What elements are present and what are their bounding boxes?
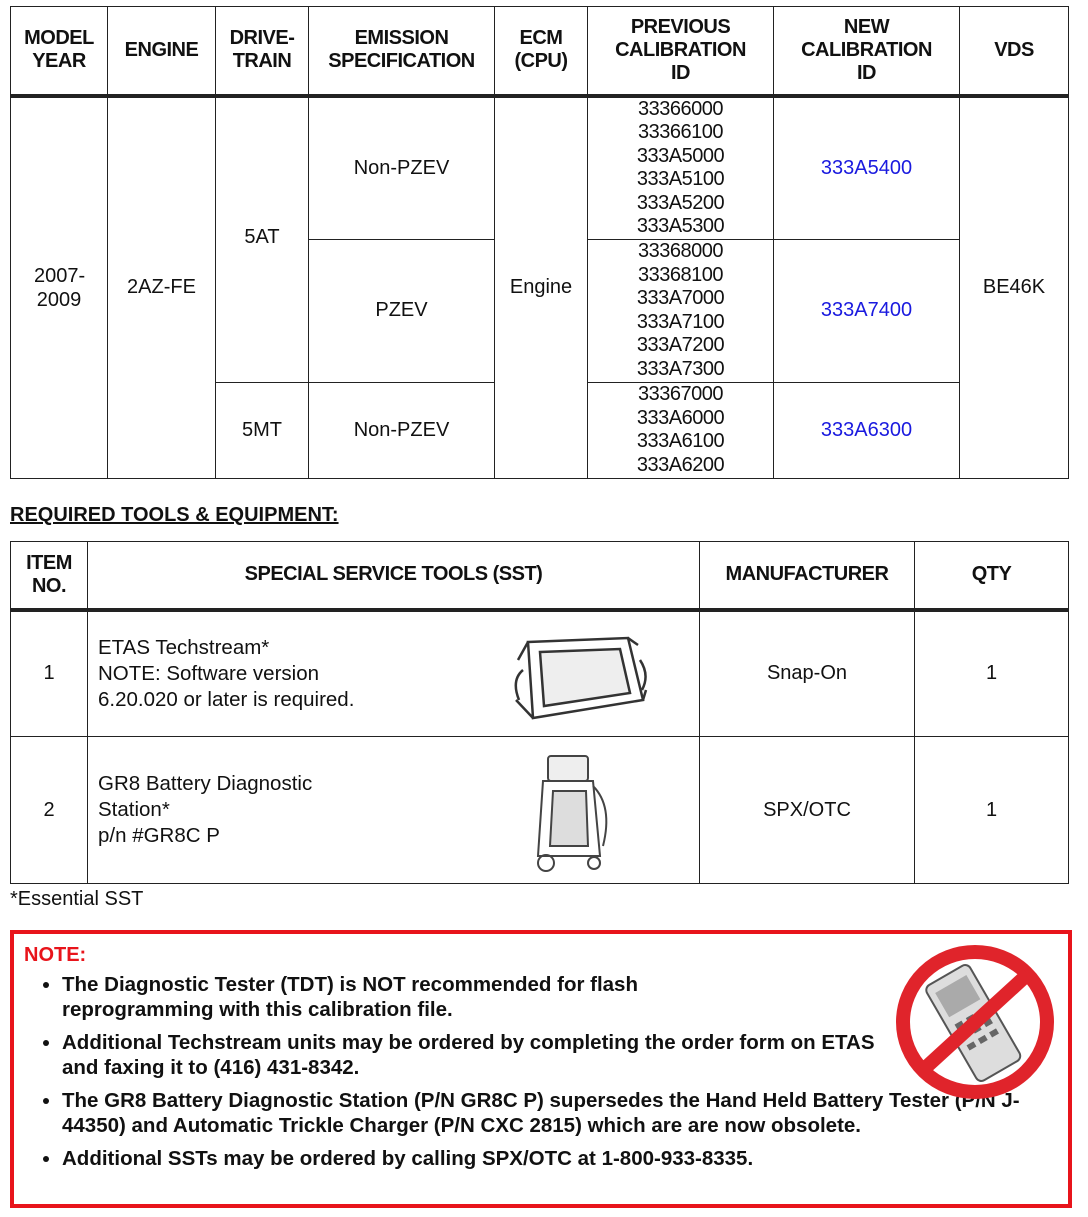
tools-table: ITEM NO. SPECIAL SERVICE TOOLS (SST) MAN… xyxy=(10,541,1069,884)
header-manufacturer: MANUFACTURER xyxy=(699,541,915,612)
table-row: 2 GR8 Battery Diagnostic Station* p/n #G… xyxy=(10,736,1069,884)
header-ecm: ECM (CPU) xyxy=(494,6,588,98)
header-new-id: NEW CALIBRATION ID xyxy=(773,6,960,98)
emission-cell: PZEV xyxy=(308,239,495,383)
header-qty: QTY xyxy=(914,541,1069,612)
tool-line: GR8 Battery Diagnostic xyxy=(98,772,313,795)
drivetrain-cell: 5MT xyxy=(215,381,309,479)
drivetrain-cell: 5AT xyxy=(215,95,309,383)
header-emission: EMISSION SPECIFICATION xyxy=(308,6,495,98)
table-row: 1 ETAS Techstream* NOTE: Software versio… xyxy=(10,609,1069,737)
ecm-cell: Engine xyxy=(494,95,588,479)
header-model-year: MODEL YEAR xyxy=(10,6,108,98)
previous-id-cell: 33368000 33368100 333A7000 333A7100 333A… xyxy=(587,239,774,383)
tool-line: 6.20.020 or later is required. xyxy=(98,687,355,711)
tools-heading: REQUIRED TOOLS & EQUIPMENT: xyxy=(10,504,339,526)
item-no: 1 xyxy=(10,609,88,737)
model-year-cell: 2007-2009 xyxy=(10,95,108,479)
header-item-no: ITEM NO. xyxy=(10,541,88,612)
header-sst: SPECIAL SERVICE TOOLS (SST) xyxy=(87,541,700,612)
new-id-cell: 333A7400 xyxy=(773,239,960,383)
note-title: NOTE: xyxy=(24,944,87,966)
previous-id-cell: 33366000 33366100 333A5000 333A5100 333A… xyxy=(587,94,774,241)
previous-id-cell: 33367000 333A6000 333A6100 333A6200 xyxy=(587,381,774,479)
header-previous-id: PREVIOUS CALIBRATION ID xyxy=(587,6,774,98)
emission-cell: Non-PZEV xyxy=(308,381,495,479)
tool-description: ETAS Techstream* NOTE: Software version … xyxy=(87,609,700,737)
tool-line: p/n #GR8C P xyxy=(98,824,220,847)
note-item: The Diagnostic Tester (TDT) is NOT recom… xyxy=(62,972,722,1022)
vds-cell: BE46K xyxy=(959,95,1069,479)
battery-station-image xyxy=(536,755,608,872)
emission-cell: Non-PZEV xyxy=(308,94,495,241)
new-id-cell: 333A5400 xyxy=(773,94,960,241)
tool-line: Station* xyxy=(98,798,170,821)
engine-cell: 2AZ-FE xyxy=(107,95,216,479)
manufacturer: SPX/OTC xyxy=(699,736,915,884)
prohibition-sign-icon xyxy=(896,945,1054,1099)
new-id-cell: 333A6300 xyxy=(773,381,960,479)
tool-line: ETAS Techstream* xyxy=(98,635,270,659)
qty: 1 xyxy=(914,609,1069,737)
footnote: *Essential SST xyxy=(10,888,144,910)
item-no: 2 xyxy=(10,736,88,884)
tool-description: GR8 Battery Diagnostic Station* p/n #GR8… xyxy=(87,736,700,884)
qty: 1 xyxy=(914,736,1069,884)
header-engine: ENGINE xyxy=(107,6,216,98)
note-item: Additional SSTs may be ordered by callin… xyxy=(62,1146,1062,1171)
note-list: The Diagnostic Tester (TDT) is NOT recom… xyxy=(14,972,1062,1179)
tool-line: NOTE: Software version xyxy=(98,661,320,685)
calibration-table: MODEL YEAR ENGINE DRIVE-TRAIN EMISSION S… xyxy=(10,6,1069,479)
manufacturer: Snap-On xyxy=(699,609,915,737)
note-box: NOTE: The Diagnostic Tester (TDT) is NOT… xyxy=(10,930,1072,1208)
header-vds: VDS xyxy=(959,6,1069,98)
note-item: Additional Techstream units may be order… xyxy=(62,1030,882,1080)
note-item: The GR8 Battery Diagnostic Station (P/N … xyxy=(62,1088,1052,1138)
header-drivetrain: DRIVE-TRAIN xyxy=(215,6,309,98)
techstream-tablet-image xyxy=(514,636,648,719)
